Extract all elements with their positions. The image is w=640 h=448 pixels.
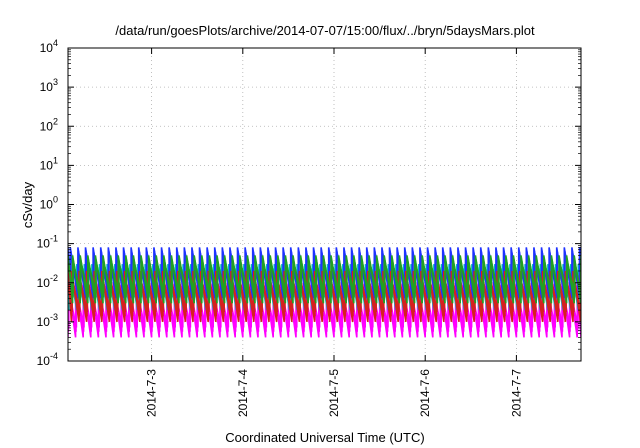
y-tick-label: 103 [40, 77, 58, 94]
chart-title: /data/run/goesPlots/archive/2014-07-07/1… [115, 23, 535, 38]
y-tick-label: 10-3 [37, 312, 58, 329]
y-tick-label: 10-2 [37, 273, 58, 290]
x-tick-label: 2014-7-4 [236, 369, 250, 417]
series-layer [68, 247, 581, 338]
x-tick-label: 2014-7-5 [327, 369, 341, 417]
y-tick-label: 10-1 [37, 234, 58, 251]
series-trace [68, 262, 581, 294]
y-tick-label: 100 [40, 195, 58, 212]
y-axis: 10-4 10-3 10-2 10-1 100 101 102 103 104 [37, 38, 581, 368]
x-tick-label: 2014-7-7 [509, 369, 523, 417]
x-tick-label: 2014-7-6 [418, 369, 432, 417]
y-tick-label: 104 [40, 38, 58, 55]
x-axis-label: Coordinated Universal Time (UTC) [225, 430, 424, 445]
y-tick-label: 101 [40, 155, 58, 172]
y-tick-label: 102 [40, 116, 58, 133]
x-tick-label: 2014-7-3 [145, 369, 159, 417]
x-axis: 2014-7-3 2014-7-4 2014-7-5 2014-7-6 2014-7-7 [145, 48, 523, 417]
y-axis-label: cSv/day [20, 181, 35, 228]
y-tick-label: 10-4 [37, 351, 58, 368]
series-line [68, 255, 581, 304]
